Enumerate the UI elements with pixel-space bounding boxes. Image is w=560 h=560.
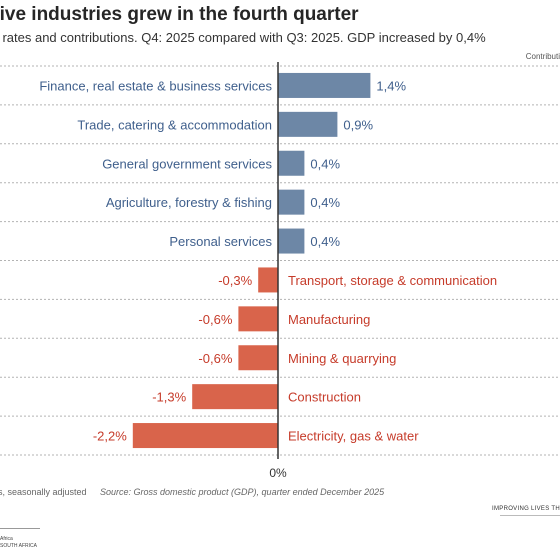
category-label: Personal services [169, 234, 272, 249]
bar [192, 384, 278, 410]
tagline-rule [500, 515, 560, 516]
logo-text-line: SOUTH AFRICA [0, 543, 37, 549]
value-label: -0,3% [218, 273, 252, 288]
chart-title: Five industries grew in the fourth quart… [0, 4, 359, 25]
category-label: Agriculture, forestry & fishing [106, 195, 272, 210]
contributions-label: Contributi [525, 52, 560, 61]
bar [258, 267, 278, 293]
category-label: Finance, real estate & business services [39, 78, 272, 93]
value-label: 0,4% [310, 156, 340, 171]
category-label: Construction [288, 390, 361, 405]
source-note: Source: Gross domestic product (GDP), qu… [100, 487, 385, 497]
bars [132, 72, 371, 449]
bar [278, 111, 338, 137]
value-label: 0,9% [343, 117, 373, 132]
category-label: General government services [102, 156, 272, 171]
zero-tick-label: 0% [269, 466, 287, 480]
bar [278, 189, 305, 215]
logo-rule [0, 528, 40, 529]
category-label: Electricity, gas & water [288, 429, 419, 444]
value-label: 0,4% [310, 195, 340, 210]
value-label: -2,2% [93, 429, 127, 444]
category-label: Transport, storage & communication [288, 273, 497, 288]
bar [238, 345, 278, 371]
bar [278, 228, 305, 254]
chart-subtitle: th rates and contributions. Q4: 2025 com… [0, 30, 486, 45]
bar [278, 72, 371, 98]
bar [132, 423, 278, 449]
footer-note: s, seasonally adjusted [0, 487, 87, 497]
value-label: 1,4% [376, 78, 406, 93]
category-label: Trade, catering & accommodation [77, 117, 272, 132]
value-label: -0,6% [198, 351, 232, 366]
category-label: Manufacturing [288, 312, 370, 327]
category-label: Mining & quarrying [288, 351, 396, 366]
value-label: -1,3% [152, 390, 186, 405]
bar [278, 150, 305, 176]
labels: Finance, real estate & business services… [39, 78, 497, 443]
industry-growth-chart: Finance, real estate & business services… [0, 62, 560, 480]
logo-text-line: Africa [0, 536, 13, 542]
bar [238, 306, 278, 332]
value-label: -0,6% [198, 312, 232, 327]
tagline: IMPROVING LIVES TH [492, 506, 560, 512]
value-label: 0,4% [310, 234, 340, 249]
gridlines [0, 65, 560, 456]
